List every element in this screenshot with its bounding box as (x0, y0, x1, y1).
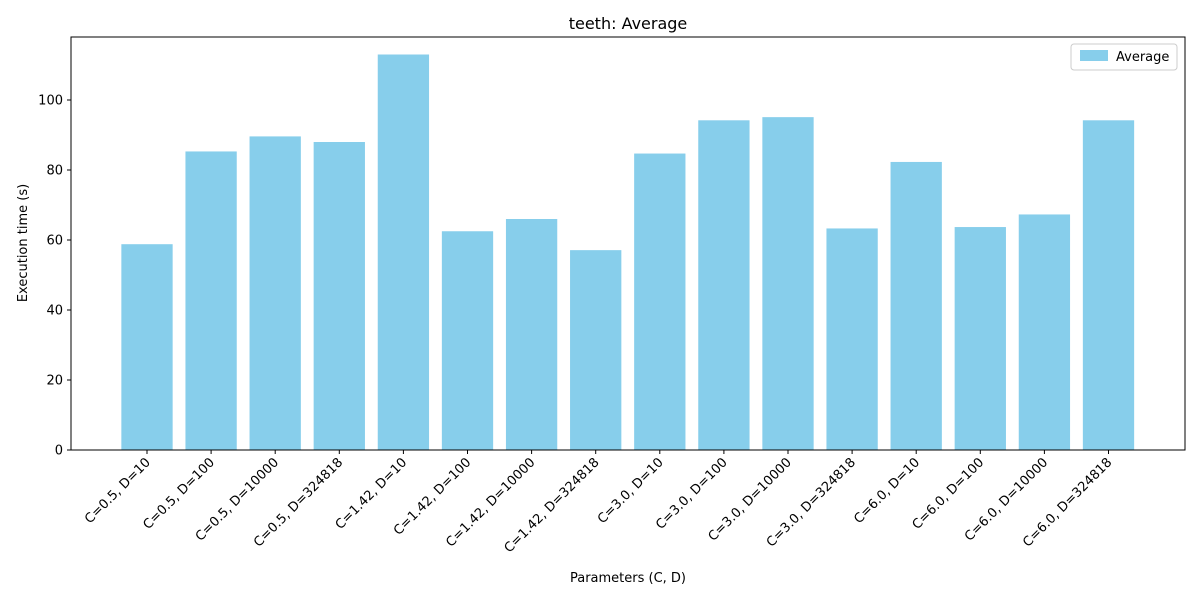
bar (1082, 120, 1135, 451)
bar (762, 117, 814, 451)
bar (698, 120, 750, 451)
y-tick-label: 100 (38, 94, 63, 109)
y-tick-label: 40 (46, 304, 63, 319)
legend-swatch (1080, 50, 1108, 61)
y-tick-label: 20 (46, 374, 63, 389)
bar (1018, 214, 1071, 450)
bar (634, 153, 686, 451)
x-axis-label: Parameters (C, D) (570, 571, 686, 586)
bar (441, 231, 494, 450)
x-tick-label: C=0.5, D=10 (82, 455, 154, 527)
bar (954, 227, 1006, 450)
x-tick-label: C=3.0, D=10 (595, 455, 667, 527)
x-tick-label: C=6.0, D=10 (851, 455, 923, 527)
y-tick-label: 0 (55, 444, 63, 459)
y-axis-ticks: 0 20 40 60 80 100 (38, 94, 71, 459)
legend: Average (1070, 43, 1178, 71)
bars-group (121, 54, 1135, 451)
bar (570, 250, 622, 450)
bar (121, 244, 173, 450)
bar (249, 136, 301, 450)
bar (313, 142, 365, 450)
y-tick-label: 60 (46, 234, 63, 249)
legend-label: Average (1116, 50, 1169, 65)
plot-frame (70, 36, 1186, 451)
y-axis-label: Execution time (s) (16, 184, 31, 302)
chart-title: teeth: Average (569, 14, 688, 33)
bar (377, 54, 430, 450)
bar (505, 219, 558, 450)
y-tick-label: 80 (46, 164, 63, 179)
bar (185, 151, 237, 450)
bar (826, 228, 878, 450)
bar (890, 161, 942, 450)
